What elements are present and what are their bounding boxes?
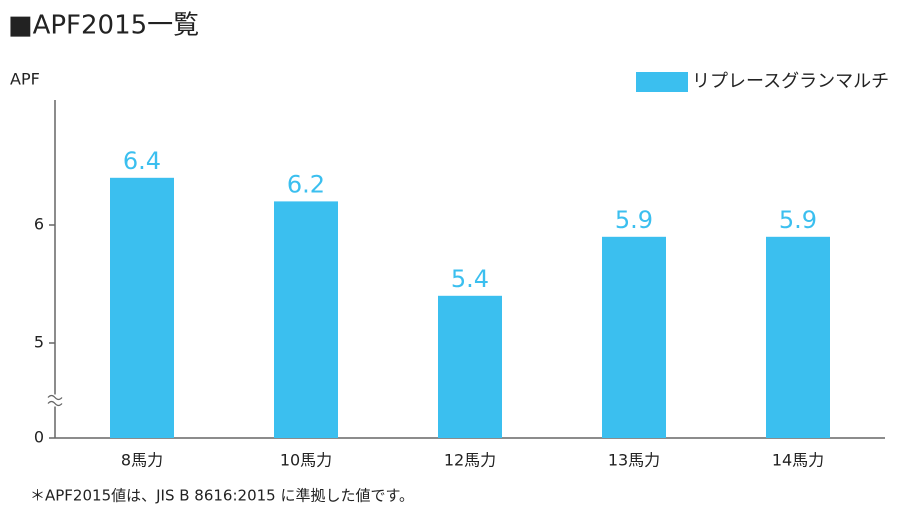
bar <box>602 236 666 438</box>
value-label: 5.9 <box>779 206 817 234</box>
value-label: 5.4 <box>451 265 489 293</box>
value-label: 6.4 <box>123 147 161 175</box>
value-label: 5.9 <box>615 206 653 234</box>
x-tick-label: 8馬力 <box>121 451 163 470</box>
x-tick-label: 14馬力 <box>772 451 824 470</box>
bar <box>110 177 174 439</box>
x-tick-label: 10馬力 <box>280 451 332 470</box>
y-tick-label: 0 <box>34 428 44 447</box>
bar <box>766 236 830 438</box>
chart-title: ■APF2015一覧 <box>8 11 199 41</box>
legend-swatch <box>636 72 688 92</box>
axis-break <box>47 394 63 407</box>
x-tick-label: 12馬力 <box>444 451 496 470</box>
bar <box>438 295 502 438</box>
legend-label: リプレースグランマルチ <box>692 71 889 92</box>
footnote: ＊APF2015値は、JIS B 8616:2015 に準拠した値です。 <box>30 487 414 505</box>
y-tick-label: 5 <box>34 333 44 352</box>
y-tick-label: 6 <box>34 215 44 234</box>
value-label: 6.2 <box>287 170 325 198</box>
y-axis-label: APF <box>10 70 40 89</box>
x-tick-label: 13馬力 <box>608 451 660 470</box>
bar <box>274 201 338 438</box>
axis-break-gap <box>48 394 62 407</box>
